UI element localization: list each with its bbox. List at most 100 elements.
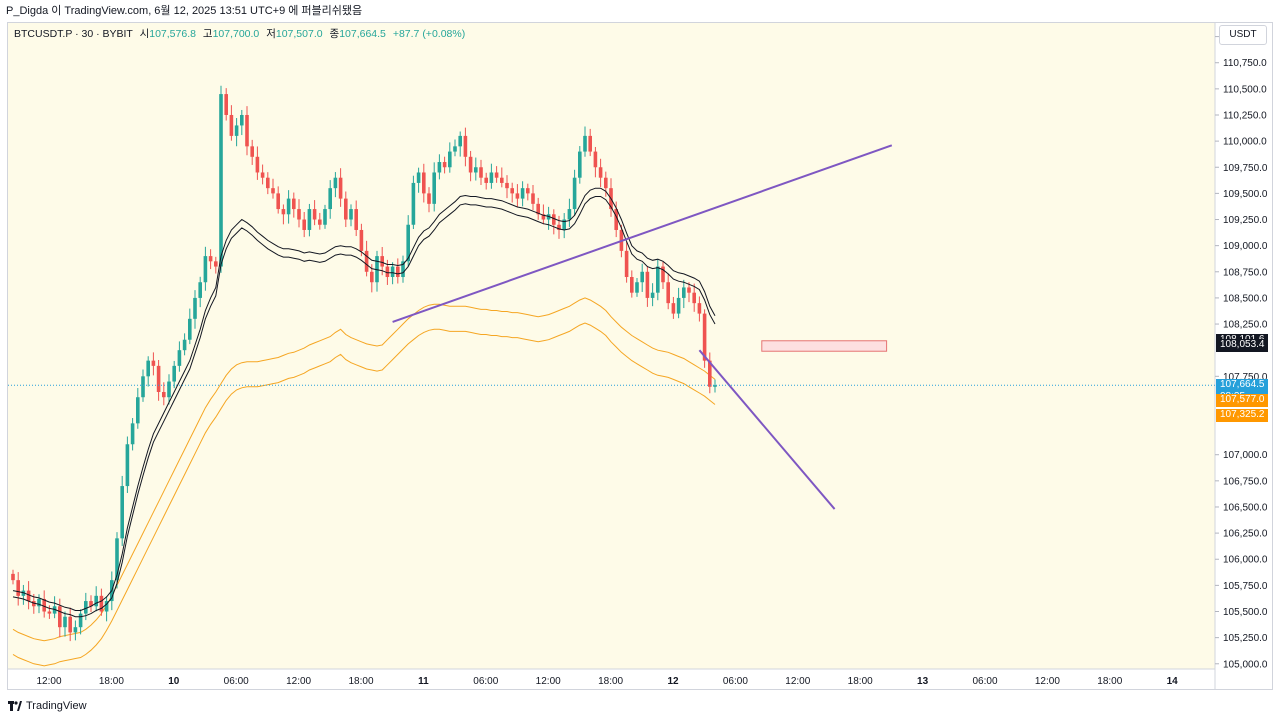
y-tick-label: 108,250.0 <box>1223 320 1268 331</box>
candle-body <box>635 282 639 293</box>
candle-body <box>16 580 20 596</box>
x-tick-label: 06:00 <box>224 676 249 687</box>
band-upper-line <box>12 297 716 642</box>
candle-body <box>188 318 192 340</box>
candle-body <box>588 135 592 152</box>
candle-body <box>167 381 171 398</box>
candle-body <box>255 156 260 173</box>
candle-body <box>380 256 384 267</box>
candle-body <box>266 177 270 189</box>
legend-close-label: 종 <box>329 28 340 40</box>
candle-body <box>474 167 478 173</box>
y-tick-label: 109,000.0 <box>1223 241 1268 252</box>
candle-body <box>448 151 452 168</box>
candle-body <box>500 177 504 183</box>
candle-body <box>713 385 717 387</box>
ohlc-legend: BTCUSDT.P · 30 · BYBIT 시107,576.8 고107,7… <box>14 26 465 41</box>
candle-body <box>557 224 561 230</box>
candle-body <box>177 350 182 366</box>
supply-zone-box <box>761 340 888 352</box>
candle-body <box>578 151 582 178</box>
candle-body <box>552 214 556 225</box>
currency-button[interactable]: USDT <box>1219 25 1267 45</box>
candle-body <box>63 616 67 628</box>
candle-body <box>526 188 530 194</box>
candle-body <box>276 193 280 210</box>
candle-body <box>52 606 57 614</box>
y-tick-label: 106,000.0 <box>1223 555 1268 566</box>
candle-body <box>162 391 166 398</box>
plot-background <box>8 23 1215 669</box>
y-tick-label: 110,250.0 <box>1223 110 1267 121</box>
y-tick-label: 105,500.0 <box>1223 607 1268 618</box>
candle-body <box>198 282 202 298</box>
candle-body <box>219 94 223 267</box>
candle-body <box>328 188 332 210</box>
candle-body <box>645 271 650 298</box>
candle-body <box>536 203 540 215</box>
candle-body <box>89 601 93 607</box>
candle-body <box>354 209 358 230</box>
legend-open-label: 시 <box>139 28 150 40</box>
candle-body <box>151 360 156 366</box>
candle-body <box>193 297 197 319</box>
candle-body <box>312 209 317 220</box>
candle-body <box>32 601 36 607</box>
candle-body <box>583 135 587 152</box>
legend-low-value: 107,507.0 <box>275 28 323 40</box>
candle-body <box>708 360 712 387</box>
x-tick-label: 12:00 <box>785 676 810 687</box>
candle-body <box>427 193 431 204</box>
candle-body <box>604 177 608 189</box>
y-tick-label: 108,750.0 <box>1223 267 1268 278</box>
y-tick-label: 105,750.0 <box>1223 581 1268 592</box>
candle-body <box>661 266 665 283</box>
candle-body <box>47 611 52 614</box>
y-tick-label: 105,000.0 <box>1223 659 1268 670</box>
price-tag-4: 107,577.0 <box>1216 394 1268 408</box>
x-tick-label: 18:00 <box>1097 676 1122 687</box>
candle-body <box>359 229 364 251</box>
candle-body <box>42 598 46 612</box>
y-tick-label: 109,250.0 <box>1223 215 1268 226</box>
y-tick-label: 105,250.0 <box>1223 633 1268 644</box>
candle-body <box>531 193 535 204</box>
x-tick-label: 06:00 <box>723 676 748 687</box>
candle-body <box>515 193 520 199</box>
candle-body <box>656 266 660 293</box>
candle-body <box>229 114 234 136</box>
y-tick-label: 107,000.0 <box>1223 450 1268 461</box>
tradingview-logo-icon <box>8 701 22 711</box>
candle-body <box>593 151 598 168</box>
price-tag-value: 107,577.0 <box>1220 394 1265 406</box>
candle-body <box>141 376 145 398</box>
candle-body <box>73 627 78 633</box>
band-lower-line <box>12 322 716 667</box>
candle-body <box>271 188 275 194</box>
candle-body <box>307 209 312 230</box>
candle-body <box>479 167 483 178</box>
candle-body <box>489 172 494 183</box>
candle-body <box>468 156 473 173</box>
candle-body <box>281 209 286 215</box>
x-tick-label: 18:00 <box>99 676 124 687</box>
footer-brand: TradingView <box>26 700 87 712</box>
candles-group <box>11 85 717 642</box>
x-tick-label: 12:00 <box>286 676 311 687</box>
candle-body <box>567 209 572 220</box>
candle-body <box>640 271 644 283</box>
ma-upper-line <box>12 187 716 611</box>
candle-body <box>676 297 681 314</box>
publisher-bar: P_Digda 이 TradingView.com, 6월 12, 2025 1… <box>0 0 1280 22</box>
x-tick-label: 18:00 <box>598 676 623 687</box>
candle-body <box>84 601 88 614</box>
candle-body <box>182 339 187 351</box>
footer: TradingView <box>8 697 87 715</box>
candle-body <box>697 303 702 314</box>
trendline-1 <box>392 144 893 323</box>
candle-body <box>422 172 426 194</box>
candle-body <box>172 365 176 382</box>
candle-body <box>344 198 348 220</box>
candle-body <box>333 177 338 189</box>
